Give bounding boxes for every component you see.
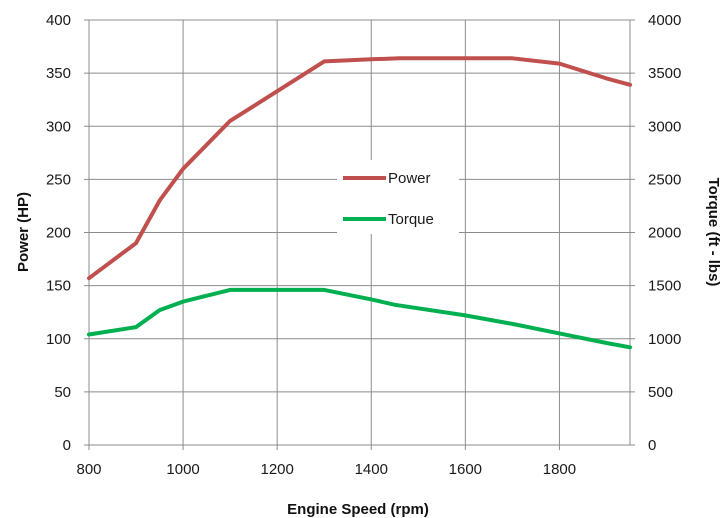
x-axis-tick-label: 1000: [166, 461, 199, 478]
y-axis-left-tick-label: 250: [46, 171, 71, 188]
x-axis-tick-label: 1800: [543, 461, 576, 478]
legend-background: [337, 160, 459, 234]
x-axis-tick-label: 800: [76, 461, 101, 478]
y-axis-right-tick-label: 1500: [648, 278, 681, 295]
x-axis-tick-label: 1600: [449, 461, 482, 478]
x-axis-title: Engine Speed (rpm): [287, 501, 429, 518]
y-axis-right-tick-label: 4000: [648, 12, 681, 29]
y-axis-left-tick-label: 0: [63, 437, 71, 454]
y-axis-left-tick-label: 200: [46, 225, 71, 242]
y-axis-left-tick-label: 350: [46, 65, 71, 82]
y-axis-left-tick-label: 150: [46, 278, 71, 295]
y-axis-right-tick-label: 1000: [648, 331, 681, 348]
y-axis-left-tick-label: 50: [54, 384, 71, 401]
x-axis-tick-label: 1200: [260, 461, 293, 478]
legend-label-torque: Torque: [388, 211, 434, 228]
legend: Power Torque: [337, 160, 459, 234]
y-axis-right-tick-label: 0: [648, 437, 656, 454]
series-line-torque: [87, 287, 632, 350]
grid: [84, 19, 635, 450]
series-line-power: [87, 56, 632, 281]
y-axis-right-tick-label: 500: [648, 384, 673, 401]
y-axis-right-tick-label: 3000: [648, 118, 681, 135]
y-axis-left-tick-label: 300: [46, 118, 71, 135]
y-axis-right-title: Torque (ft - lbs): [705, 178, 722, 287]
series-lines: [87, 56, 632, 350]
y-axis-left-title: Power (HP): [15, 192, 32, 272]
legend-label-power: Power: [388, 170, 431, 187]
tick-labels: 0501001502002503003504000500100015002000…: [46, 12, 681, 478]
y-axis-left-tick-label: 100: [46, 331, 71, 348]
y-axis-right-tick-label: 3500: [648, 65, 681, 82]
y-axis-left-tick-label: 400: [46, 12, 71, 29]
y-axis-right-tick-label: 2000: [648, 225, 681, 242]
x-axis-tick-label: 1400: [355, 461, 388, 478]
y-axis-right-tick-label: 2500: [648, 171, 681, 188]
